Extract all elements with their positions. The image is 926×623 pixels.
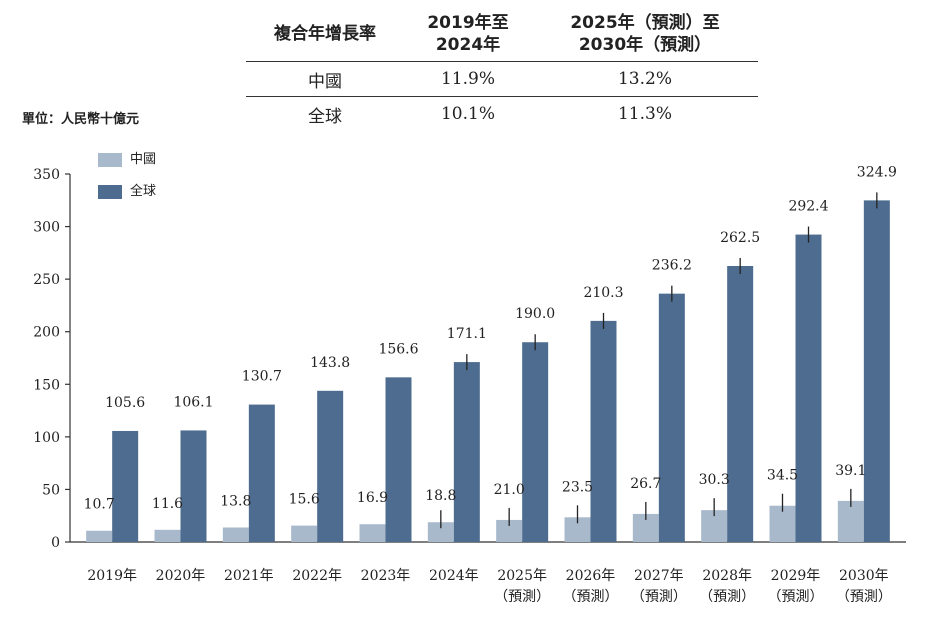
data-label-china: 34.5: [767, 468, 798, 484]
data-label-china: 39.1: [835, 463, 866, 479]
y-tick-label: 300: [33, 220, 60, 236]
y-tick-label: 0: [51, 535, 60, 551]
x-tick-label: （預測）: [631, 589, 687, 605]
x-tick-label: （預測）: [563, 589, 619, 605]
data-label-china: 15.6: [289, 492, 320, 508]
x-tick-label: 2029年: [771, 568, 821, 584]
x-tick-label: （預測）: [768, 589, 824, 605]
y-tick-label: 50: [42, 482, 60, 498]
cagr-row-label: 全球: [308, 106, 342, 127]
cagr-header-col2: 2025年（預測）至 2030年（預測）: [532, 8, 758, 62]
bar-global: [180, 430, 207, 542]
x-tick-label: 2026年: [566, 568, 616, 584]
bar-china: [359, 524, 386, 542]
x-tick-label: （預測）: [699, 589, 755, 605]
legend-label-global: 全球: [130, 184, 157, 199]
data-label-global: 190.0: [515, 306, 555, 322]
bar-global: [248, 404, 275, 542]
cagr-header-col1: 2019年至 2024年: [404, 8, 532, 62]
cagr-row-china: 中國 11.9% 13.2%: [246, 61, 758, 97]
unit-label: 單位：人民幣十億元: [22, 112, 140, 127]
y-tick-label: 350: [33, 167, 60, 183]
bar-global: [112, 430, 139, 542]
cagr-header-label: 複合年增長率: [246, 8, 404, 62]
bar-global: [385, 377, 412, 542]
data-label-global: 156.6: [378, 341, 418, 357]
bar-china: [222, 527, 249, 542]
cagr-row-label: 中國: [246, 61, 404, 97]
x-tick-label: 2028年: [702, 568, 752, 584]
cagr-value: 11.9%: [404, 61, 532, 97]
bar-global: [863, 200, 890, 542]
legend-swatch-global: [98, 184, 122, 199]
data-label-china: 16.9: [357, 490, 388, 506]
bar-global: [590, 320, 617, 542]
data-label-global: 105.6: [105, 395, 145, 411]
legend-item-global: 全球: [98, 180, 156, 199]
data-label-china: 10.7: [84, 497, 115, 513]
cagr-row-global: 全球 10.1% 11.3%: [246, 97, 758, 132]
data-label-global: 106.1: [173, 394, 213, 410]
bar-global: [453, 362, 480, 542]
data-label-global: 143.8: [310, 355, 350, 371]
bar-china: [837, 500, 864, 542]
x-tick-label: 2019年: [87, 568, 137, 584]
y-tick-label: 250: [33, 272, 60, 288]
data-label-global: 171.1: [447, 326, 487, 342]
legend-label-china: 中國: [130, 152, 157, 167]
legend-swatch-china: [98, 152, 122, 167]
cagr-value: 11.3%: [617, 104, 672, 124]
data-label-china: 18.8: [425, 488, 456, 504]
bar-china: [769, 505, 796, 542]
data-label-china: 30.3: [699, 472, 730, 488]
x-tick-label: 2027年: [634, 568, 684, 584]
bar-global: [658, 293, 685, 542]
x-tick-label: 2030年: [839, 568, 889, 584]
bar-global: [522, 342, 549, 542]
bar-china: [154, 529, 181, 542]
data-label-china: 23.5: [562, 479, 593, 495]
x-tick-label: 2023年: [361, 568, 411, 584]
data-label-global: 210.3: [583, 285, 623, 301]
bar-china: [496, 519, 523, 542]
data-label-global: 324.9: [857, 164, 897, 180]
data-label-china: 21.0: [494, 482, 525, 498]
x-tick-label: （預測）: [836, 589, 892, 605]
bar-china: [86, 530, 113, 542]
x-tick-label: 2024年: [429, 568, 479, 584]
bar-china: [291, 525, 318, 542]
x-tick-label: 2021年: [224, 568, 274, 584]
x-tick-label: 2020年: [156, 568, 206, 584]
data-label-global: 130.7: [242, 369, 282, 385]
y-tick-label: 200: [33, 325, 60, 341]
data-label-global: 262.5: [720, 230, 760, 246]
bar-global: [317, 390, 344, 542]
data-label-china: 26.7: [630, 476, 661, 492]
data-label-china: 13.8: [220, 493, 251, 509]
data-label-china: 11.6: [152, 496, 183, 512]
data-label-global: 292.4: [788, 199, 828, 215]
cagr-header-row: 複合年增長率 2019年至 2024年 2025年（預測）至 2030年（預測）: [246, 8, 758, 62]
y-tick-label: 150: [33, 377, 60, 393]
bar-china: [427, 522, 454, 542]
bar-global: [795, 234, 822, 542]
x-tick-label: （預測）: [494, 589, 550, 605]
x-tick-label: 2022年: [292, 568, 342, 584]
cagr-table: 複合年增長率 2019年至 2024年 2025年（預測）至 2030年（預測）…: [246, 8, 758, 131]
x-tick-label: 2025年: [497, 568, 547, 584]
bar-global: [727, 266, 754, 542]
cagr-value: 13.2%: [532, 61, 758, 97]
legend-item-china: 中國: [98, 148, 156, 167]
cagr-value: 10.1%: [440, 104, 495, 124]
data-label-global: 236.2: [652, 258, 692, 274]
y-tick-label: 100: [33, 430, 60, 446]
